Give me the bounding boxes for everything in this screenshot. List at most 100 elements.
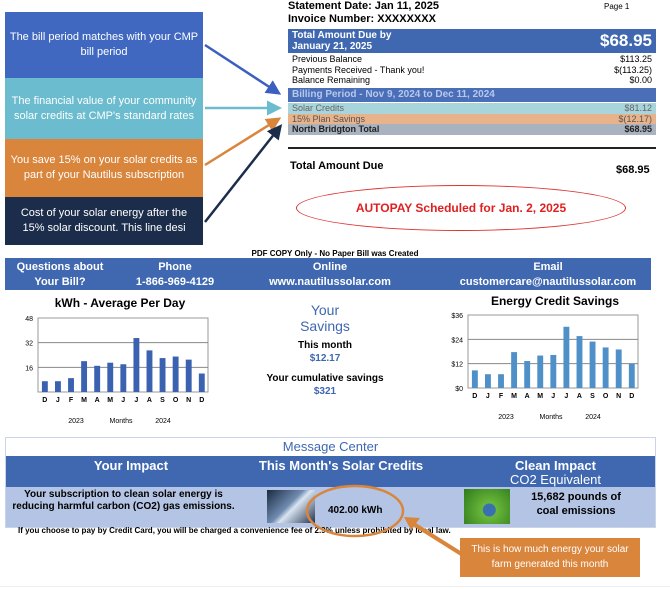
bar <box>107 362 114 392</box>
savings-title-1: Your <box>310 302 340 318</box>
pdf-note: PDF COPY Only - No Paper Bill was Create… <box>251 249 419 258</box>
questions-label-2: Your Bill? <box>34 276 86 288</box>
billing-row-total: North Bridgton Total $68.95 <box>288 124 656 135</box>
x-tick-label: A <box>95 397 100 404</box>
bar <box>94 365 101 392</box>
bar <box>511 352 518 388</box>
page-number: Page 1 <box>604 2 630 11</box>
billing-row: 15% Plan Savings $(12.17) <box>288 114 656 125</box>
x-tick-label: N <box>616 393 621 400</box>
balance-row: Balance Remaining $0.00 <box>288 75 656 86</box>
x-tick-label: J <box>564 393 568 400</box>
callout-solar-credits: The financial value of your community so… <box>5 78 203 139</box>
bar <box>159 358 166 392</box>
bar <box>524 361 531 388</box>
arrow-plan-savings <box>204 117 282 167</box>
phone-number[interactable]: 1-866-969-4129 <box>135 276 215 288</box>
energy-callout: This is how much energy your solar farm … <box>460 538 640 577</box>
x-tick-label: F <box>69 397 74 404</box>
savings-title-2: Savings <box>300 318 350 334</box>
website-link[interactable]: www.nautilussolar.com <box>269 276 391 288</box>
bar <box>81 361 88 392</box>
email-link[interactable]: customercare@nautilussolar.com <box>459 276 637 288</box>
row-label: Balance Remaining <box>292 75 371 85</box>
x-tick-label: J <box>56 397 60 404</box>
balance-row: Previous Balance $113.25 <box>288 54 656 65</box>
bar <box>120 364 127 392</box>
message-center-title: Message Center <box>282 439 379 454</box>
contact-bar: Questions about Your Bill? Phone 1-866-9… <box>5 258 651 290</box>
x-tick-label: A <box>577 393 582 400</box>
row-value: $(113.25) <box>614 65 652 75</box>
y-tick-label: 48 <box>25 316 33 323</box>
y-tick-label: $0 <box>455 386 463 393</box>
co2-equivalent-header: CO2 Equivalent <box>509 472 602 487</box>
your-impact-header: Your Impact <box>93 458 169 473</box>
kwh-chart-title: kWh - Average Per Day <box>54 296 186 310</box>
x-tick-label: N <box>186 397 191 404</box>
billing-period-bar: Billing Period - Nov 9, 2024 to Dec 11, … <box>288 88 656 102</box>
x-tick-label: D <box>42 397 47 404</box>
bar <box>537 355 544 388</box>
x-tick-label: J <box>134 397 138 404</box>
arrow-kwh-head <box>404 517 420 530</box>
x-axis-label: Months <box>110 418 133 425</box>
x-tick-label: M <box>107 397 113 404</box>
due-label-2: January 21, 2025 <box>292 41 373 52</box>
bar <box>471 370 478 388</box>
x-tick-label: O <box>603 393 609 400</box>
x-axis-label: 2023 <box>498 414 514 421</box>
x-tick-label: J <box>486 393 490 400</box>
billing-period: Billing Period - Nov 9, 2024 to Dec 11, … <box>292 89 495 100</box>
y-tick-label: 16 <box>25 365 33 372</box>
x-tick-label: O <box>173 397 179 404</box>
due-amount: $68.95 <box>600 31 652 50</box>
x-tick-label: M <box>81 397 87 404</box>
this-month-value: $12.17 <box>309 353 341 364</box>
bar <box>485 374 491 388</box>
solar-credits-header: This Month's Solar Credits <box>258 458 424 473</box>
x-tick-label: A <box>525 393 530 400</box>
questions-label: Questions about <box>16 261 104 273</box>
x-tick-label: D <box>629 393 634 400</box>
callout-bill-period: The bill period matches with your CMP bi… <box>5 12 203 78</box>
impact-text: Your subscription to clean solar energy … <box>12 489 235 512</box>
bar <box>589 341 596 388</box>
x-tick-label: M <box>511 393 517 400</box>
row-label: Previous Balance <box>292 54 363 64</box>
y-tick-label: 32 <box>25 341 33 348</box>
coal-emissions: 15,682 pounds of coal emissions <box>531 491 621 517</box>
cumulative-value: $321 <box>313 386 337 397</box>
y-tick-label: $24 <box>451 337 463 344</box>
bar <box>628 363 635 388</box>
row-label: Payments Received - Thank you! <box>292 65 425 75</box>
total-due-label: Total Amount Due <box>290 160 384 172</box>
x-tick-label: S <box>590 393 595 400</box>
x-axis-label: Months <box>540 414 563 421</box>
kwh-highlight-circle <box>305 484 405 538</box>
bar <box>498 374 504 388</box>
bar <box>55 381 61 392</box>
row-value: $68.95 <box>624 124 652 134</box>
balance-row: Payments Received - Thank you! $(113.25) <box>288 65 656 76</box>
bar <box>146 350 153 392</box>
bar <box>563 326 570 388</box>
bar <box>133 338 140 392</box>
autopay-notice: AUTOPAY Scheduled for Jan. 2, 2025 <box>296 185 626 231</box>
callout-plan-savings: You save 15% on your solar credits as pa… <box>5 139 203 197</box>
cumulative-label: Your cumulative savings <box>266 373 384 384</box>
x-axis-label: 2024 <box>585 414 601 421</box>
kwh-value: 402.00 kWh <box>328 505 383 516</box>
x-tick-label: A <box>147 397 152 404</box>
bar <box>198 373 205 392</box>
amount-due-box: Total Amount Due by January 21, 2025 $68… <box>288 29 656 53</box>
bar <box>68 378 74 392</box>
row-label: North Bridgton Total <box>292 124 380 134</box>
callout-total: Cost of your solar energy after the 15% … <box>5 197 203 245</box>
row-value: $(12.17) <box>618 114 652 124</box>
bar <box>185 359 192 392</box>
x-tick-label: D <box>199 397 204 404</box>
total-due-amount: $68.95 <box>616 164 650 176</box>
